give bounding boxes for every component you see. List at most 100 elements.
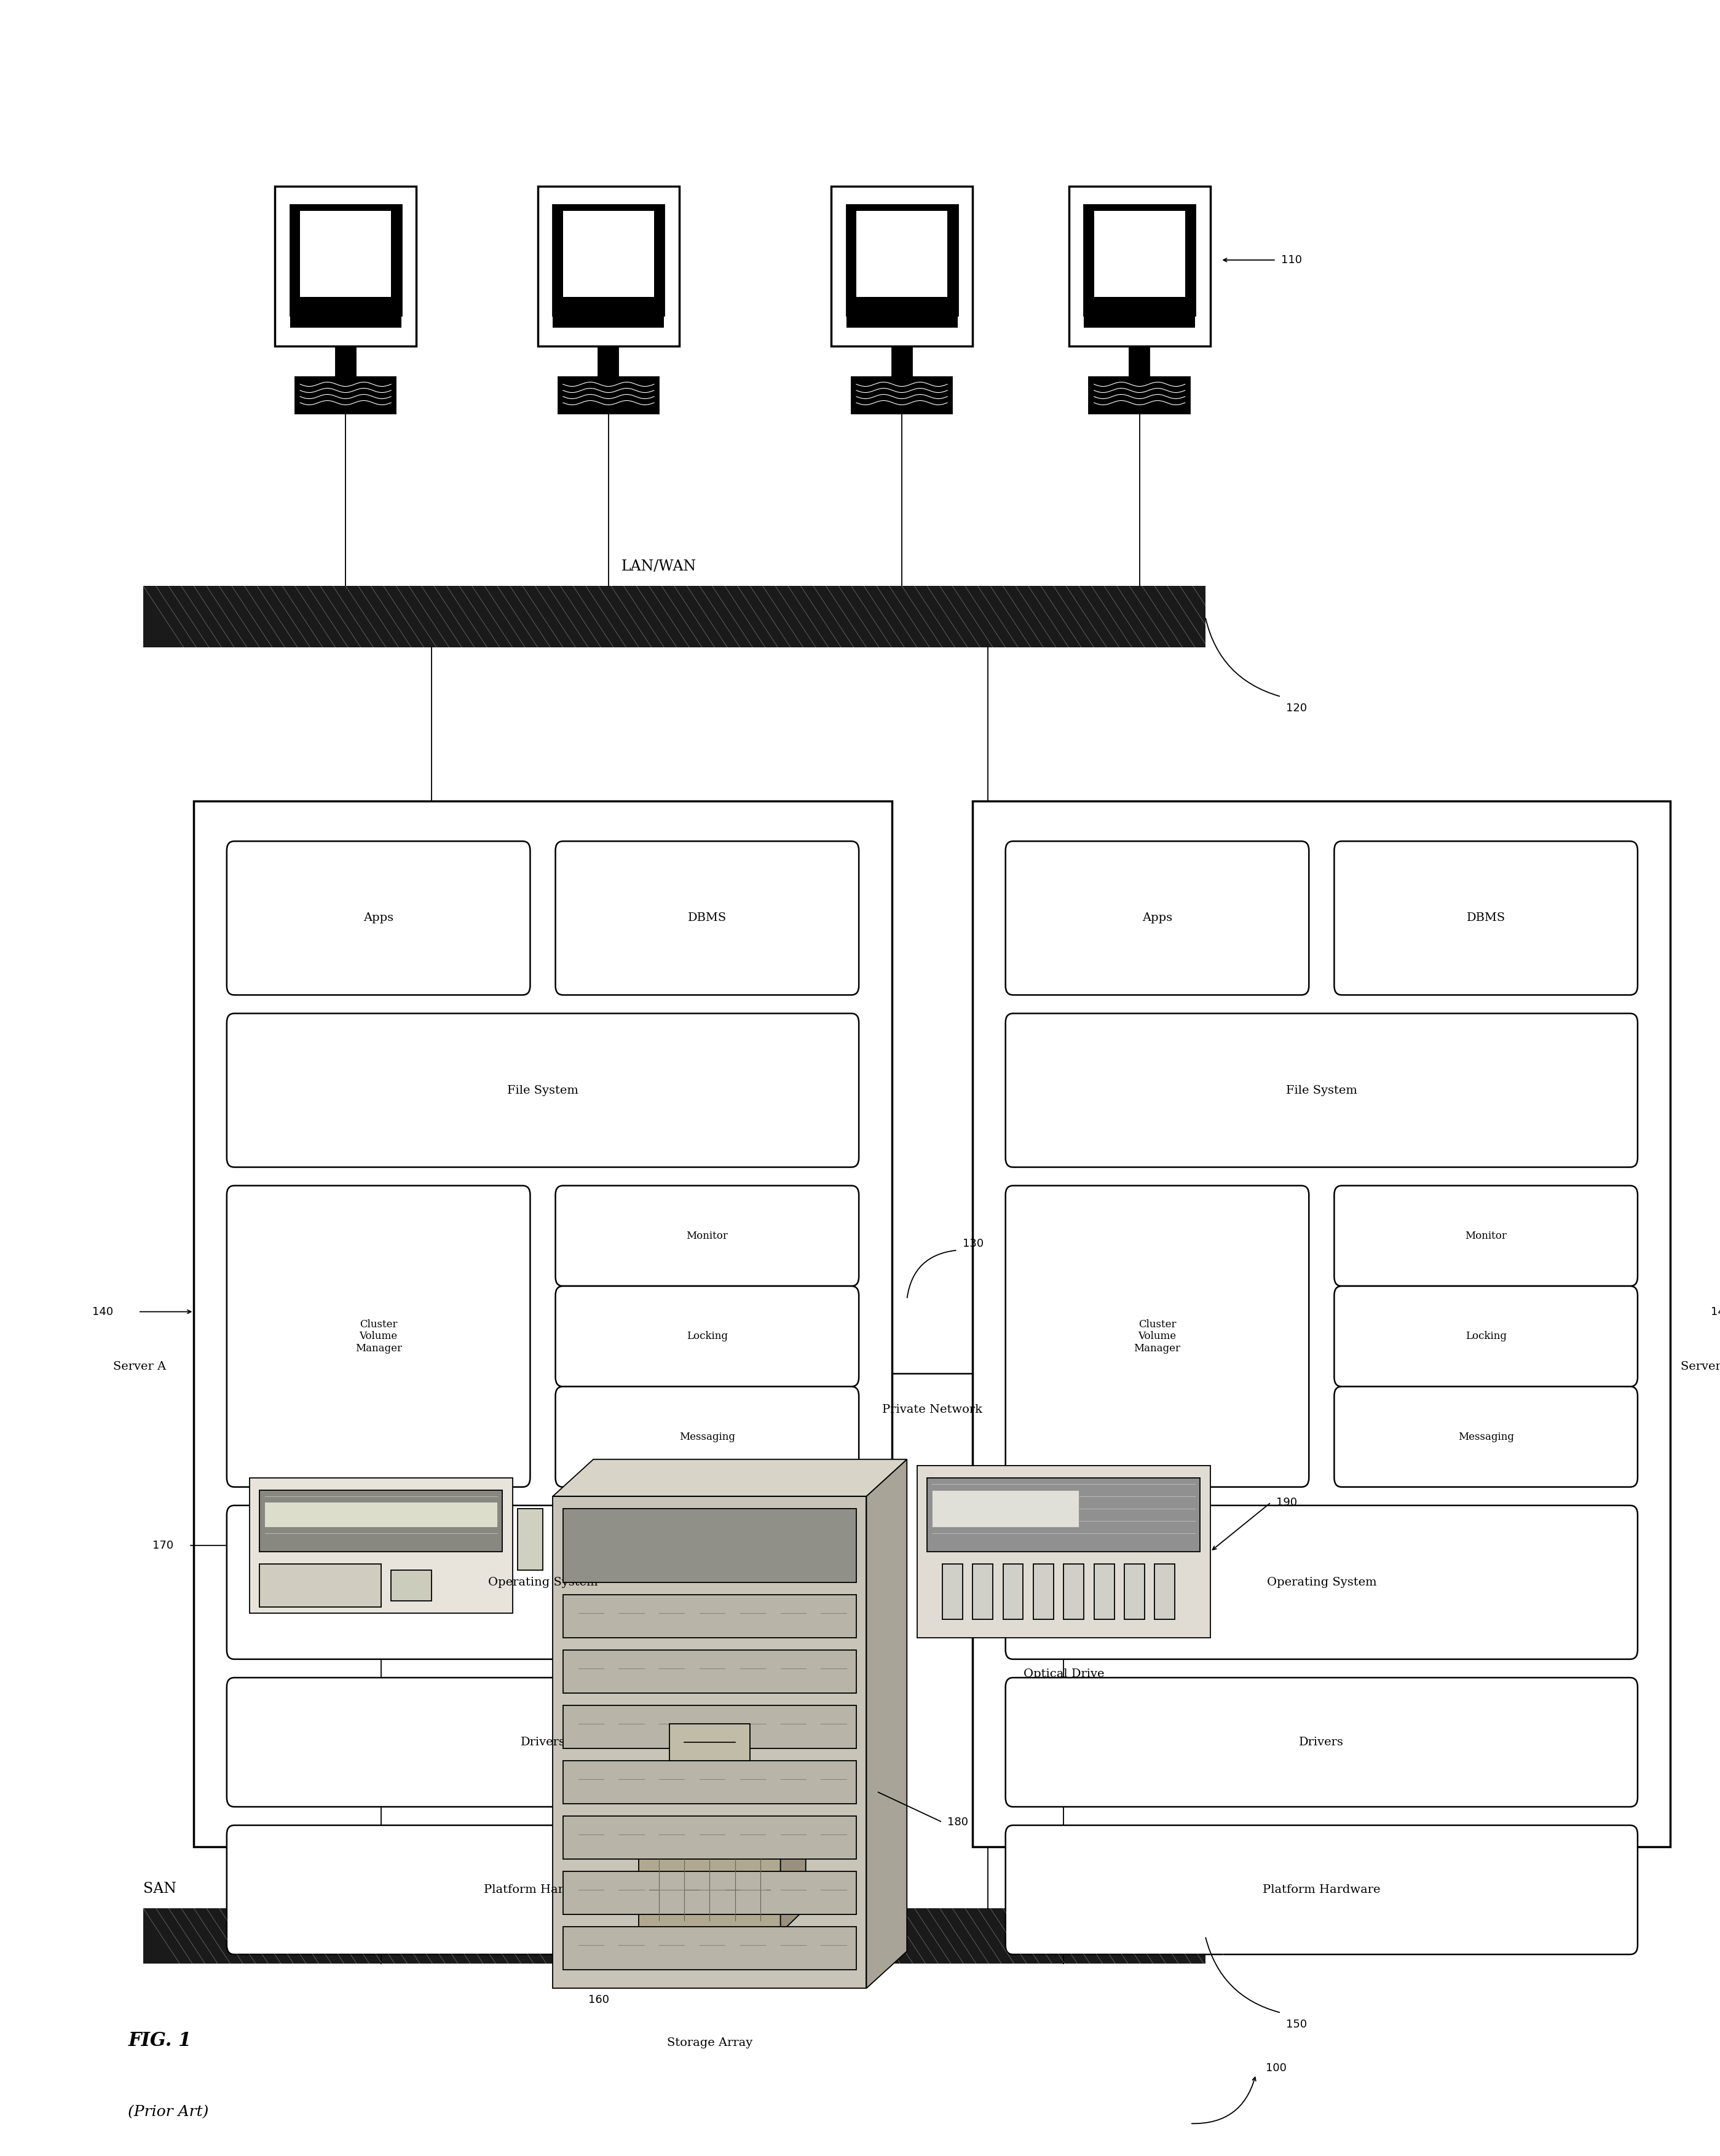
Bar [846, 315, 958, 328]
Text: Tape Drive: Tape Drive [347, 1643, 415, 1656]
Bar [265, 1503, 497, 1526]
Text: 190: 190 [1276, 1496, 1297, 1507]
Text: Apps: Apps [1142, 912, 1173, 923]
Polygon shape [867, 1460, 906, 1988]
Bar [562, 1649, 857, 1692]
Bar [1003, 1563, 1023, 1619]
Bar [927, 1477, 1201, 1552]
Text: Apps: Apps [363, 912, 394, 923]
Text: Cluster
Volume
Manager: Cluster Volume Manager [354, 1319, 402, 1354]
Bar [1089, 377, 1190, 414]
Bar [1084, 315, 1195, 328]
Bar [1063, 1563, 1084, 1619]
Bar [552, 315, 664, 328]
Bar [538, 185, 679, 347]
Text: SAN: SAN [143, 1882, 177, 1895]
FancyBboxPatch shape [556, 1186, 858, 1287]
Bar [1130, 347, 1149, 377]
Text: 140: 140 [91, 1307, 114, 1317]
FancyBboxPatch shape [227, 1826, 858, 1953]
Text: 145: 145 [1711, 1307, 1720, 1317]
FancyBboxPatch shape [227, 1505, 858, 1660]
Bar [972, 802, 1670, 1848]
Text: 100: 100 [1266, 2063, 1287, 2074]
Bar [562, 211, 654, 298]
Text: 160: 160 [588, 1994, 609, 2005]
Text: Server B: Server B [1680, 1360, 1720, 1371]
Polygon shape [552, 1460, 906, 1496]
Bar [1084, 205, 1195, 315]
Bar [1125, 1563, 1144, 1619]
Bar [143, 1908, 1206, 1964]
Bar [518, 1509, 544, 1570]
Bar [562, 1761, 857, 1805]
Bar [562, 1509, 857, 1583]
FancyBboxPatch shape [556, 1287, 858, 1386]
Text: (Prior Art): (Prior Art) [127, 2104, 208, 2119]
Text: Platform Hardware: Platform Hardware [483, 1884, 602, 1895]
Bar [669, 1725, 750, 1761]
Bar [562, 1815, 857, 1858]
Text: Storage Array: Storage Array [667, 2037, 752, 2048]
Text: Operating System: Operating System [1266, 1576, 1376, 1587]
Text: 110: 110 [1281, 254, 1302, 265]
FancyBboxPatch shape [1335, 1186, 1637, 1287]
FancyBboxPatch shape [556, 1386, 858, 1488]
Bar [857, 211, 948, 298]
Text: Optical Drive: Optical Drive [1023, 1669, 1104, 1680]
Bar [917, 1466, 1211, 1639]
Bar [851, 377, 953, 414]
Bar [552, 205, 664, 315]
Bar [335, 347, 356, 377]
Text: File System: File System [1287, 1084, 1357, 1095]
Bar [562, 1927, 857, 1971]
Bar [562, 1705, 857, 1749]
Text: LAN/WAN: LAN/WAN [621, 561, 697, 573]
Text: 170: 170 [153, 1539, 174, 1550]
FancyBboxPatch shape [1006, 841, 1309, 994]
Bar [638, 1848, 781, 1934]
Bar [552, 1496, 867, 1988]
FancyBboxPatch shape [1335, 1386, 1637, 1488]
Bar [390, 1570, 432, 1600]
FancyBboxPatch shape [556, 841, 858, 994]
Bar [1094, 211, 1185, 298]
Bar [275, 185, 416, 347]
Bar [260, 1563, 380, 1606]
Bar [831, 185, 972, 347]
FancyBboxPatch shape [1335, 841, 1637, 994]
Text: FIG. 1: FIG. 1 [127, 2031, 191, 2050]
Bar [562, 1595, 857, 1639]
Polygon shape [781, 1822, 805, 1934]
FancyBboxPatch shape [227, 1677, 858, 1807]
Bar [1094, 1563, 1115, 1619]
Bar [291, 205, 401, 315]
Text: Private Network: Private Network [882, 1404, 982, 1414]
Text: Locking: Locking [686, 1330, 728, 1341]
Bar [1034, 1563, 1054, 1619]
Bar [1068, 185, 1211, 347]
Text: Messaging: Messaging [1459, 1432, 1514, 1442]
FancyBboxPatch shape [1006, 1505, 1637, 1660]
Text: Monitor: Monitor [686, 1231, 728, 1242]
Bar [296, 377, 396, 414]
FancyBboxPatch shape [227, 1186, 530, 1488]
Bar [260, 1490, 502, 1552]
FancyBboxPatch shape [227, 841, 530, 994]
Bar [932, 1490, 1078, 1526]
Text: 130: 130 [963, 1238, 984, 1248]
Text: DBMS: DBMS [1467, 912, 1505, 923]
FancyBboxPatch shape [227, 1013, 858, 1166]
Bar [972, 1563, 992, 1619]
Polygon shape [638, 1822, 805, 1848]
Text: Locking: Locking [1465, 1330, 1507, 1341]
Text: Messaging: Messaging [679, 1432, 734, 1442]
Bar [557, 377, 659, 414]
Text: File System: File System [507, 1084, 578, 1095]
Bar [846, 205, 958, 315]
Bar [143, 586, 1206, 647]
Bar [194, 802, 891, 1848]
Text: DBMS: DBMS [688, 912, 726, 923]
Text: 120: 120 [1287, 703, 1307, 714]
Text: Drivers: Drivers [1299, 1738, 1343, 1749]
